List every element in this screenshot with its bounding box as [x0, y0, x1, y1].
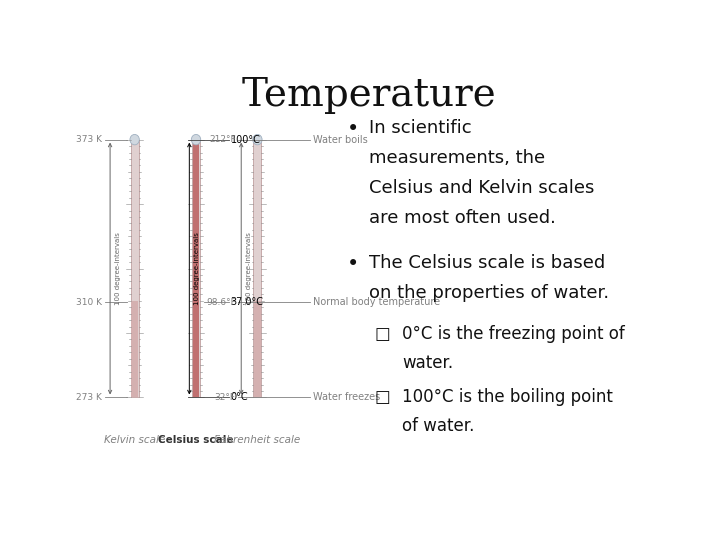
Text: Water freezes: Water freezes [312, 393, 380, 402]
Text: □: □ [374, 326, 390, 343]
Ellipse shape [253, 134, 262, 145]
Text: Temperature: Temperature [242, 77, 496, 114]
Text: 100°C is the boiling point: 100°C is the boiling point [402, 388, 613, 406]
Text: Fahrenheit scale: Fahrenheit scale [215, 435, 300, 445]
Text: 0°C: 0°C [230, 393, 248, 402]
Text: •: • [347, 254, 359, 274]
Text: 273 K: 273 K [76, 393, 102, 402]
Text: 373 K: 373 K [76, 135, 102, 144]
Text: 100°C: 100°C [230, 134, 261, 145]
Text: 100 degree-intervals: 100 degree-intervals [114, 232, 120, 305]
Text: 0°C is the freezing point of: 0°C is the freezing point of [402, 326, 625, 343]
Bar [192, 140, 200, 397]
Text: of water.: of water. [402, 417, 475, 435]
Bar [131, 301, 138, 396]
Bar [253, 140, 261, 397]
Text: Celsius and Kelvin scales: Celsius and Kelvin scales [369, 179, 595, 197]
Text: 212°F: 212°F [209, 135, 235, 144]
Text: In scientific: In scientific [369, 119, 472, 137]
Text: □: □ [374, 388, 390, 406]
Text: 98.6°F: 98.6°F [206, 298, 235, 307]
Bar [193, 139, 199, 396]
Text: Kelvin scale: Kelvin scale [104, 435, 166, 445]
Text: 100 degree-intervals: 100 degree-intervals [194, 232, 199, 305]
Text: are most often used.: are most often used. [369, 208, 556, 227]
Text: Water boils: Water boils [312, 134, 367, 145]
Text: on the properties of water.: on the properties of water. [369, 284, 609, 301]
Text: 32°F: 32°F [215, 393, 235, 402]
Bar [131, 140, 138, 397]
Text: Celsius scale: Celsius scale [158, 435, 234, 445]
Text: 310 K: 310 K [76, 298, 102, 307]
Text: •: • [347, 119, 359, 139]
Ellipse shape [130, 134, 140, 145]
Bar [254, 301, 261, 396]
Text: water.: water. [402, 354, 454, 372]
Text: The Celsius scale is based: The Celsius scale is based [369, 254, 606, 272]
Text: 180 degree-intervals: 180 degree-intervals [246, 232, 252, 305]
Text: 37.0°C: 37.0°C [230, 297, 264, 307]
Text: Normal body temperature: Normal body temperature [312, 297, 440, 307]
Text: measurements, the: measurements, the [369, 149, 545, 167]
Ellipse shape [192, 134, 201, 145]
